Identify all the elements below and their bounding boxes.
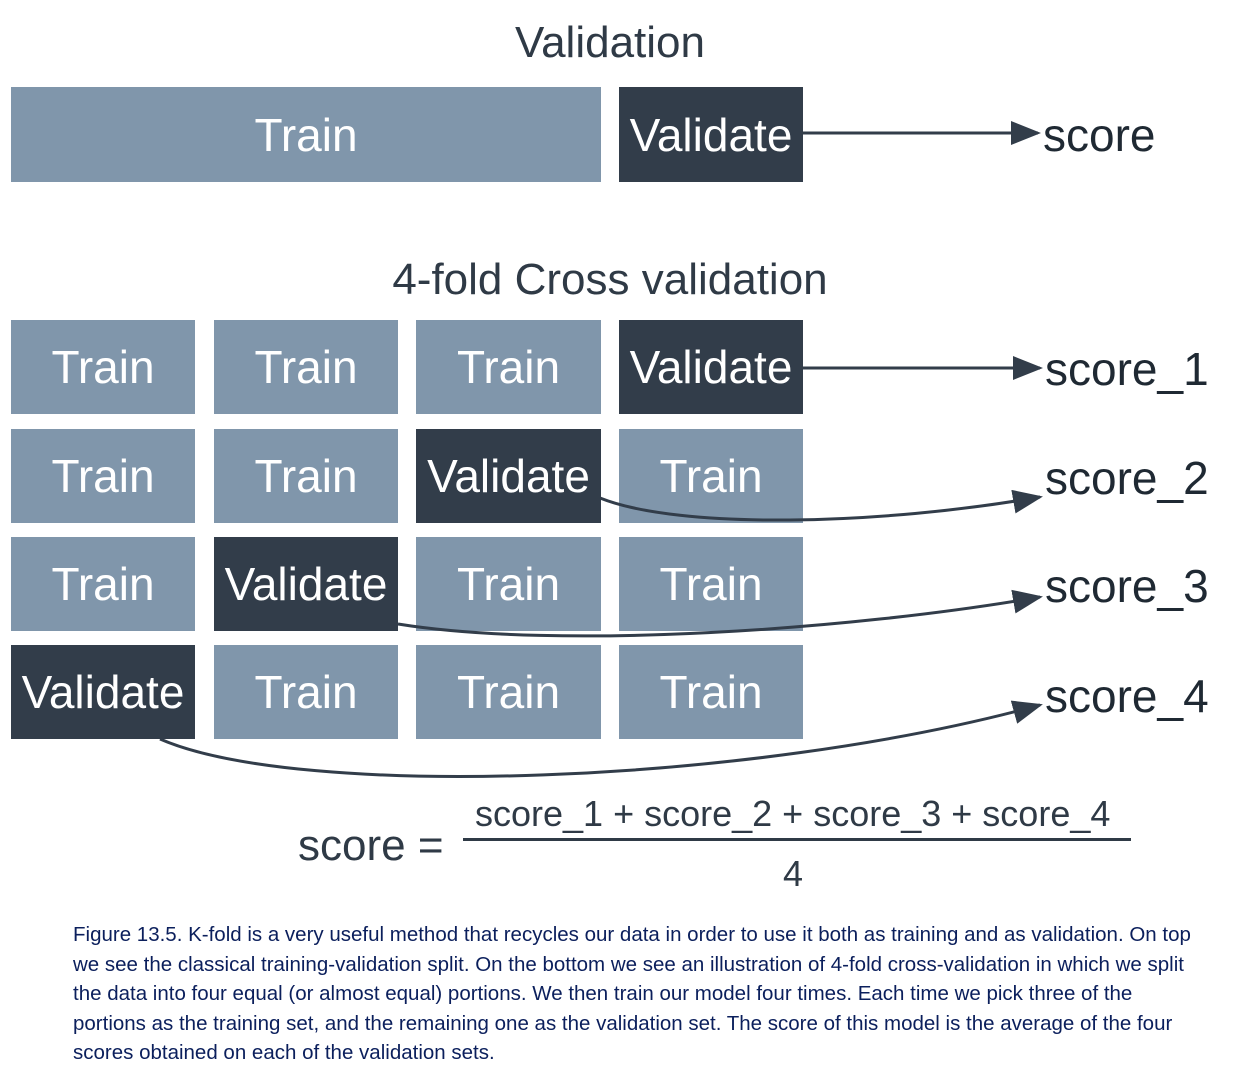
fold-cell: Train xyxy=(11,320,195,414)
train-block: Train xyxy=(11,87,601,182)
formula-lhs: score = xyxy=(298,821,444,870)
fold-cell: Train xyxy=(214,320,398,414)
formula-denominator: 4 xyxy=(783,853,804,894)
fold-cell-validate: Validate xyxy=(11,645,195,739)
score-label-1: score_1 xyxy=(1045,343,1209,395)
fold-cell: Train xyxy=(619,429,803,523)
fold-cell-validate: Validate xyxy=(416,429,601,523)
fold-cell: Train xyxy=(619,645,803,739)
fold-cell: Train xyxy=(416,537,601,631)
fold-cell: Train xyxy=(11,429,195,523)
fold-cell: Train xyxy=(416,645,601,739)
fold-cell: Train xyxy=(214,429,398,523)
formula-numerator: score_1 + score_2 + score_3 + score_4 xyxy=(475,793,1111,834)
validate-block: Validate xyxy=(619,87,803,182)
score-label-4: score_4 xyxy=(1045,670,1209,722)
score-label: score xyxy=(1043,109,1156,161)
fold-cell: Train xyxy=(416,320,601,414)
fraction-bar xyxy=(463,838,1131,841)
fold-cell: Train xyxy=(214,645,398,739)
figure-caption: Figure 13.5. K-fold is a very useful met… xyxy=(73,923,1191,1065)
fold-cell: Train xyxy=(619,537,803,631)
fold-cell: Train xyxy=(11,537,195,631)
score-label-3: score_3 xyxy=(1045,560,1209,612)
fold-cell-validate: Validate xyxy=(214,537,398,631)
score-label-2: score_2 xyxy=(1045,452,1209,504)
fold-cell-validate: Validate xyxy=(619,320,803,414)
validation-title: Validation xyxy=(515,18,705,67)
cross-validation-title: 4-fold Cross validation xyxy=(392,255,828,304)
